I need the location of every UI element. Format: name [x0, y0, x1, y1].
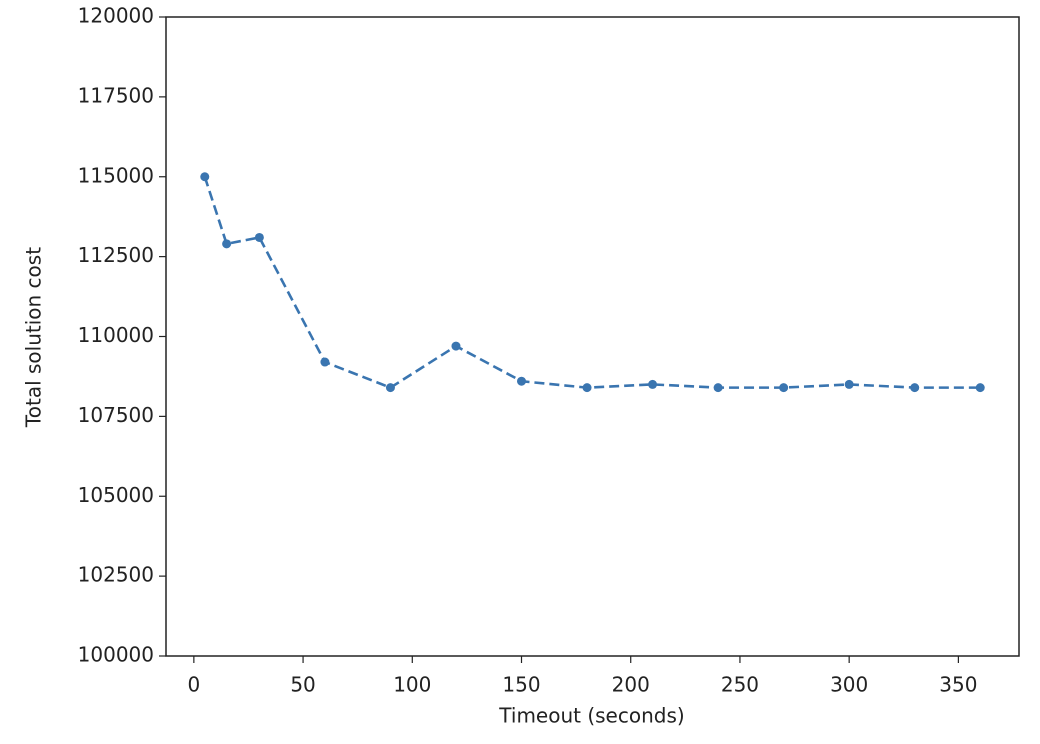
- y-axis-label: Total solution cost: [22, 247, 46, 428]
- x-tick-label: 250: [721, 673, 759, 697]
- x-tick-label: 50: [290, 673, 315, 697]
- data-point: [385, 383, 395, 393]
- y-tick-label: 100000: [78, 643, 154, 667]
- data-point: [779, 383, 789, 393]
- data-point: [648, 379, 658, 389]
- data-point: [844, 379, 854, 389]
- data-point: [517, 376, 527, 386]
- y-tick-label: 105000: [78, 483, 154, 507]
- data-point: [713, 383, 723, 393]
- data-point: [320, 357, 330, 367]
- y-tick-label: 110000: [78, 323, 154, 347]
- y-tick-label: 112500: [78, 243, 154, 267]
- x-tick-label: 300: [830, 673, 868, 697]
- data-point: [254, 232, 264, 242]
- x-tick-label: 150: [502, 673, 540, 697]
- x-tick-label: 100: [393, 673, 431, 697]
- x-tick-label: 350: [939, 673, 977, 697]
- data-point: [222, 239, 232, 249]
- y-tick-label: 102500: [78, 563, 154, 587]
- data-point: [451, 341, 461, 351]
- y-tick-label: 120000: [78, 4, 154, 28]
- y-tick-label: 107500: [78, 403, 154, 427]
- y-tick-label: 117500: [78, 83, 154, 107]
- data-point: [200, 172, 210, 182]
- series-line: [203, 176, 981, 390]
- x-tick-label: 200: [612, 673, 650, 697]
- y-tick-label: 115000: [78, 163, 154, 187]
- x-axis-label: Timeout (seconds): [498, 704, 684, 728]
- x-tick-label: 0: [187, 673, 200, 697]
- plot-frame: [165, 16, 1020, 657]
- data-point: [975, 383, 985, 393]
- data-point: [582, 383, 592, 393]
- data-point: [910, 383, 920, 393]
